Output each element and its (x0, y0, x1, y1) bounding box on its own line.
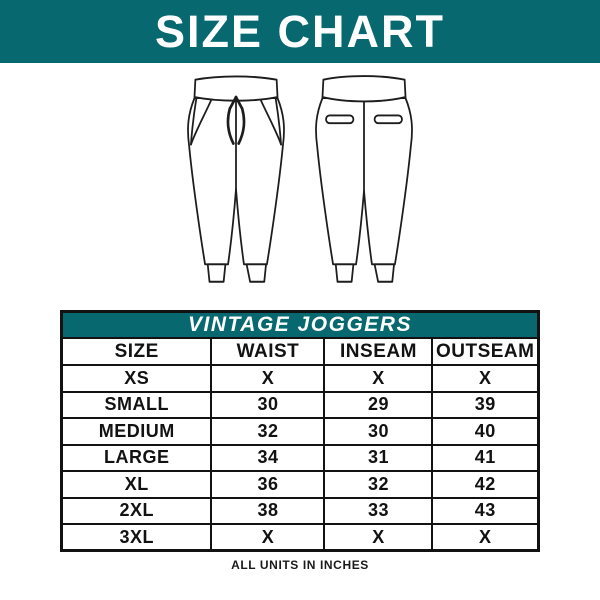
cell-size: 3XL (60, 523, 213, 552)
table-column-header-row: SIZE WAIST INSEAM OUTSEAM (60, 337, 540, 366)
table-row: SMALL 30 29 39 (60, 390, 540, 419)
cell-inseam: 33 (323, 496, 434, 525)
cell-waist: 32 (210, 417, 326, 446)
cell-inseam: 30 (323, 417, 434, 446)
back-welt-pocket-right (373, 114, 403, 125)
cell-size: 2XL (60, 496, 213, 525)
joggers-back-view-sketch (315, 75, 413, 283)
cell-waist: 38 (210, 496, 326, 525)
table-row: LARGE 34 31 41 (60, 443, 540, 472)
size-table: VINTAGE JOGGERS SIZE WAIST INSEAM OUTSEA… (59, 310, 541, 552)
table-row: MEDIUM 32 30 40 (60, 417, 540, 446)
drawstring (226, 95, 246, 145)
size-chart-header-banner: SIZE CHART (0, 0, 600, 63)
cell-outseam: X (431, 364, 540, 393)
cell-waist: 36 (210, 470, 326, 499)
joggers-illustration (0, 71, 600, 305)
table-row: 3XL X X X (60, 523, 540, 552)
table-title-row: VINTAGE JOGGERS (60, 310, 540, 339)
cell-waist: X (210, 523, 326, 552)
cell-inseam: X (323, 523, 434, 552)
joggers-front-view-sketch (187, 75, 285, 283)
cell-size: MEDIUM (60, 417, 213, 446)
page-title: SIZE CHART (155, 6, 445, 57)
cell-outseam: 39 (431, 390, 540, 419)
cell-outseam: 40 (431, 417, 540, 446)
cell-size: XS (60, 364, 213, 393)
cell-outseam: X (431, 523, 540, 552)
table-title: VINTAGE JOGGERS (60, 310, 540, 339)
cell-waist: 30 (210, 390, 326, 419)
cell-outseam: 41 (431, 443, 540, 472)
table-row: XS X X X (60, 364, 540, 393)
cell-inseam: 32 (323, 470, 434, 499)
cell-outseam: 42 (431, 470, 540, 499)
units-note: ALL UNITS IN INCHES (231, 558, 369, 572)
cell-waist: X (210, 364, 326, 393)
table-row: 2XL 38 33 43 (60, 496, 540, 525)
cell-size: SMALL (60, 390, 213, 419)
cell-size: LARGE (60, 443, 213, 472)
cell-size: XL (60, 470, 213, 499)
column-header-waist: WAIST (210, 337, 326, 366)
back-welt-pocket-left (325, 114, 355, 125)
column-header-outseam: OUTSEAM (431, 337, 540, 366)
cell-outseam: 43 (431, 496, 540, 525)
cell-waist: 34 (210, 443, 326, 472)
cell-inseam: 29 (323, 390, 434, 419)
cell-inseam: 31 (323, 443, 434, 472)
table-row: XL 36 32 42 (60, 470, 540, 499)
column-header-inseam: INSEAM (323, 337, 434, 366)
column-header-size: SIZE (60, 337, 213, 366)
cell-inseam: X (323, 364, 434, 393)
